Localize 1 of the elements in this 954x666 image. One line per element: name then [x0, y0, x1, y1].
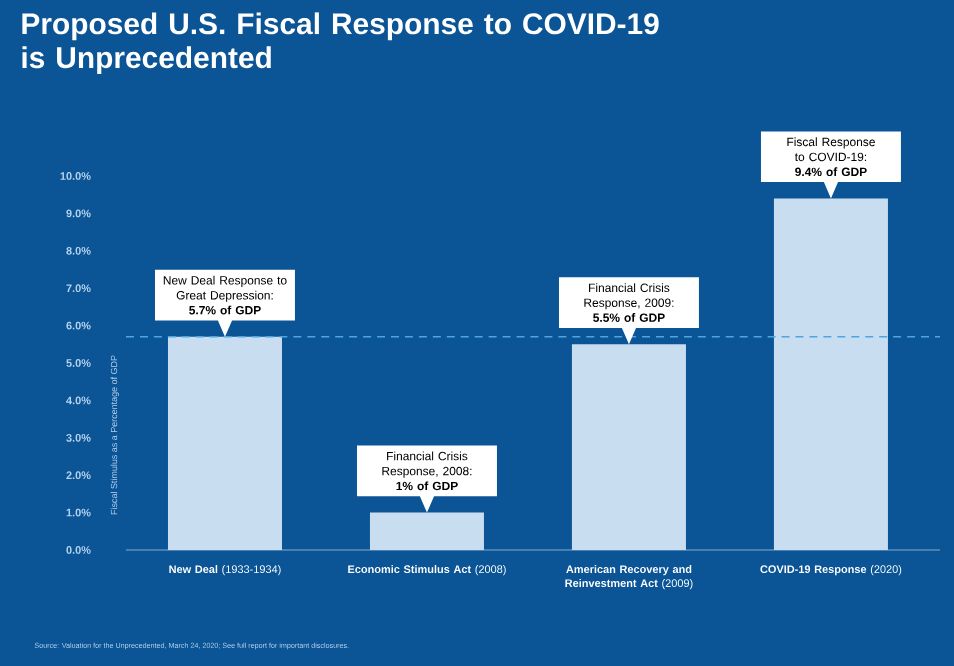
chart-title: Proposed U.S. Fiscal Response to COVID-19 is Unprecedented [22, 12, 659, 75]
